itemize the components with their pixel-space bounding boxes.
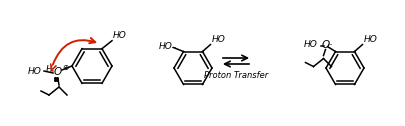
Text: O: O bbox=[322, 40, 330, 50]
Text: ..: .. bbox=[171, 40, 178, 50]
Text: HO: HO bbox=[211, 35, 225, 44]
Text: HO: HO bbox=[28, 67, 42, 75]
Text: HO: HO bbox=[364, 35, 377, 44]
Text: HO: HO bbox=[113, 31, 127, 40]
Text: Proton Transfer: Proton Transfer bbox=[204, 71, 268, 80]
Text: HO: HO bbox=[304, 40, 318, 49]
Text: HO: HO bbox=[159, 42, 173, 51]
Text: O: O bbox=[54, 67, 62, 77]
Text: ..: .. bbox=[327, 37, 334, 46]
Text: H: H bbox=[46, 65, 52, 73]
Text: $\oplus$: $\oplus$ bbox=[62, 64, 70, 72]
